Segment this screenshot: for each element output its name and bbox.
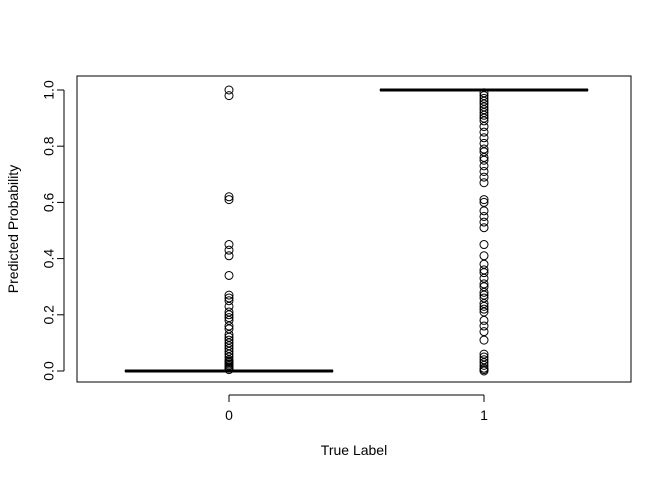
plot-area-border bbox=[76, 75, 632, 383]
outlier-point bbox=[479, 155, 489, 165]
outlier-point bbox=[224, 85, 234, 95]
outlier-point bbox=[479, 217, 489, 227]
y-tick-label: 0.2 bbox=[41, 305, 57, 325]
outlier-point bbox=[224, 251, 234, 261]
outlier-point bbox=[479, 211, 489, 221]
outlier-point bbox=[479, 161, 489, 171]
outlier-point bbox=[479, 172, 489, 182]
outlier-point bbox=[479, 287, 489, 297]
box-group-1 bbox=[379, 88, 589, 376]
y-tick-label: 0.4 bbox=[41, 249, 57, 269]
outlier-point bbox=[224, 240, 234, 250]
outlier-point bbox=[479, 335, 489, 345]
outlier-point bbox=[224, 365, 234, 375]
outlier-point bbox=[479, 240, 489, 250]
outlier-point bbox=[479, 206, 489, 216]
outlier-point bbox=[224, 195, 234, 205]
outlier-point bbox=[479, 251, 489, 261]
outlier-point bbox=[479, 178, 489, 188]
outlier-point bbox=[224, 91, 234, 101]
y-axis-label: Predicted Probability bbox=[5, 165, 21, 293]
y-tick-label: 0.0 bbox=[41, 361, 57, 381]
outlier-point bbox=[224, 310, 234, 320]
outlier-point bbox=[479, 166, 489, 176]
outlier-point bbox=[479, 366, 489, 376]
outlier-point bbox=[224, 245, 234, 255]
outlier-point bbox=[479, 133, 489, 143]
outlier-point bbox=[479, 116, 489, 126]
outlier-point bbox=[479, 315, 489, 325]
y-axis: 0.0 0.2 0.4 0.6 0.8 1.0 bbox=[41, 80, 65, 381]
outlier-point bbox=[479, 321, 489, 331]
outlier-point bbox=[479, 304, 489, 314]
outlier-point bbox=[479, 327, 489, 337]
x-tick-label: 1 bbox=[480, 407, 488, 423]
y-tick-label: 1.0 bbox=[41, 80, 57, 100]
outlier-point bbox=[479, 122, 489, 132]
box-group-0 bbox=[124, 85, 334, 375]
y-tick-label: 0.6 bbox=[41, 192, 57, 212]
x-tick-label: 0 bbox=[225, 407, 233, 423]
outlier-point bbox=[479, 360, 489, 370]
outlier-point bbox=[479, 127, 489, 137]
outlier-point bbox=[479, 268, 489, 278]
outlier-point bbox=[479, 223, 489, 233]
y-tick-label: 0.8 bbox=[41, 136, 57, 156]
outlier-point bbox=[224, 290, 234, 300]
outlier-point bbox=[479, 301, 489, 311]
boxes bbox=[124, 85, 589, 376]
outlier-point bbox=[224, 270, 234, 280]
outlier-point bbox=[479, 110, 489, 120]
x-axis-label: True Label bbox=[321, 442, 387, 458]
outlier-point bbox=[224, 192, 234, 202]
outlier-point bbox=[479, 195, 489, 205]
outlier-point bbox=[224, 296, 234, 306]
